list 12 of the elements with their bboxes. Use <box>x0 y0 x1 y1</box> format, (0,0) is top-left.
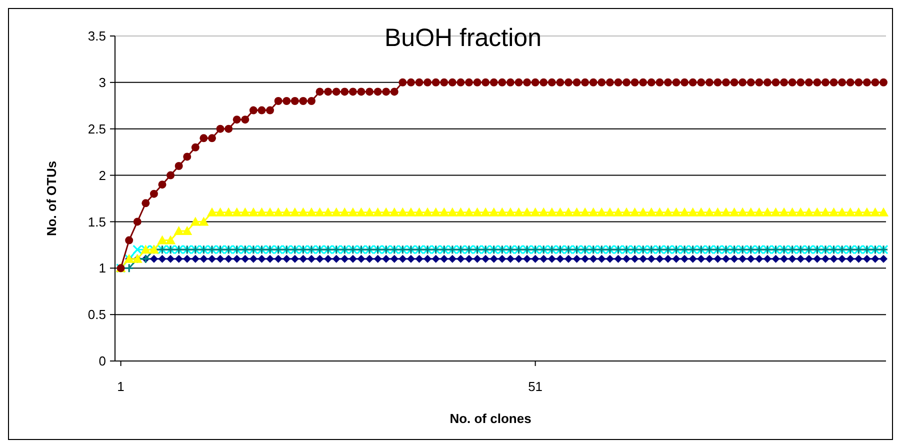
y-tick-label: 1 <box>98 260 106 276</box>
y-tick-label: 3 <box>98 74 106 90</box>
y-tick-label: 0 <box>98 354 106 369</box>
y-tick-label: 2.5 <box>88 121 106 136</box>
x-axis-title: No. of clones <box>450 411 532 426</box>
y-tick-label: 3.5 <box>88 28 106 44</box>
chart-title: BuOH fraction <box>384 24 542 52</box>
y-tick-label: 1.5 <box>88 214 106 230</box>
y-tick-label: 2 <box>98 168 106 183</box>
y-axis-title: No. of OTUs <box>44 160 59 236</box>
y-tick-label: 0.5 <box>88 307 106 322</box>
x-tick-label: 51 <box>528 379 543 394</box>
